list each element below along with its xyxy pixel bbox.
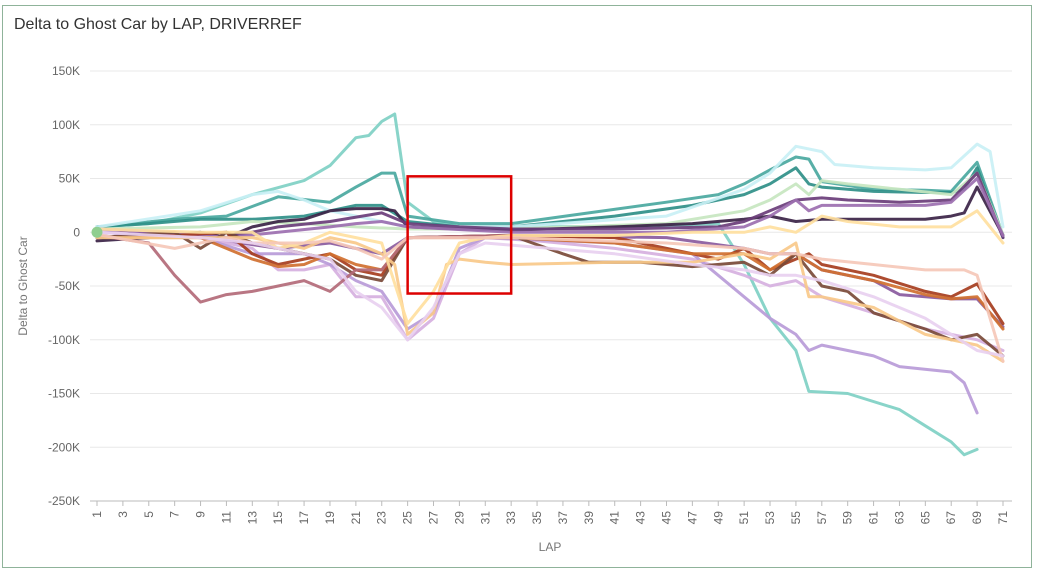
- x-tick-label: 3: [116, 511, 130, 518]
- grid-lines: [90, 70, 1012, 506]
- x-tick-label: 31: [478, 511, 492, 525]
- series-line[interactable]: [95, 171, 1005, 236]
- x-tick-label: 23: [375, 511, 389, 525]
- x-tick-label: 53: [763, 511, 777, 525]
- x-tick-label: 5: [142, 511, 156, 518]
- x-tick-label: 17: [297, 511, 311, 525]
- series-lines: [95, 112, 1005, 457]
- series-line[interactable]: [95, 234, 513, 304]
- series-line[interactable]: [95, 230, 979, 415]
- y-tick-label: 100K: [52, 118, 80, 132]
- x-tick-label: 27: [427, 511, 441, 525]
- x-tick-label: 37: [556, 511, 570, 525]
- x-tick-label: 15: [271, 511, 285, 525]
- x-tick-label: 29: [452, 511, 466, 525]
- series-line[interactable]: [95, 230, 1005, 358]
- x-tick-label: 67: [944, 511, 958, 525]
- y-axis-title: Delta to Ghost Car: [16, 236, 30, 335]
- series-start-marker: [91, 226, 103, 238]
- x-tick-label: 57: [815, 511, 829, 525]
- series-line[interactable]: [95, 236, 1005, 331]
- x-tick-label: 41: [608, 511, 622, 525]
- series-line[interactable]: [95, 177, 1005, 240]
- x-tick-label: 71: [996, 511, 1010, 525]
- x-tick-label: 49: [711, 511, 725, 525]
- highlight-box: [406, 175, 513, 295]
- x-tick-label: 33: [504, 511, 518, 525]
- series-line[interactable]: [95, 232, 1005, 363]
- y-tick-label: -200K: [48, 440, 80, 454]
- x-tick-label: 51: [737, 511, 751, 525]
- y-tick-label: -100K: [48, 333, 80, 347]
- x-tick-label: 35: [530, 511, 544, 525]
- x-axis-title: LAP: [539, 540, 562, 554]
- x-tick-label: 1: [90, 511, 104, 518]
- x-tick-label: 19: [323, 511, 337, 525]
- x-tick-label: 47: [685, 511, 699, 525]
- x-tick-label: 65: [918, 511, 932, 525]
- x-tick-label: 13: [245, 511, 259, 525]
- x-tick-label: 45: [659, 511, 673, 525]
- y-tick-label: -250K: [48, 494, 80, 508]
- x-tick-label: 25: [401, 511, 415, 525]
- series-line[interactable]: [95, 142, 1005, 229]
- x-tick-label: 11: [219, 511, 233, 524]
- x-tick-label: 43: [634, 511, 648, 525]
- series-line[interactable]: [95, 155, 1005, 237]
- x-tick-label: 59: [841, 511, 855, 525]
- series-line[interactable]: [95, 171, 1005, 240]
- y-tick-label: 0: [73, 225, 80, 239]
- x-tick-label: 9: [194, 511, 208, 518]
- series-line[interactable]: [95, 236, 1005, 363]
- x-tick-label: 39: [582, 511, 596, 525]
- x-tick-label: 21: [349, 511, 363, 525]
- y-tick-label: -150K: [48, 387, 80, 401]
- x-tick-label: 7: [168, 511, 182, 518]
- y-tick-label: -50K: [55, 279, 80, 293]
- x-tick-labels: 1 3 5 7 9 11 13 15 17 19 21 23 25 27 29 31 33 35 37 39 41 43 4…: [90, 511, 1010, 525]
- x-tick-label: 69: [970, 511, 984, 525]
- y-tick-label: 50K: [59, 172, 80, 186]
- x-tick-label: 63: [892, 511, 906, 525]
- x-tick-label: 55: [789, 511, 803, 525]
- x-tick-label: 61: [867, 511, 881, 525]
- y-tick-label: 150K: [52, 64, 80, 78]
- chart-title: Delta to Ghost Car by LAP, DRIVERREF: [14, 16, 302, 33]
- y-tick-labels: 150K 100K 50K 0 -50K -100K -150K -200K -250K: [48, 64, 80, 508]
